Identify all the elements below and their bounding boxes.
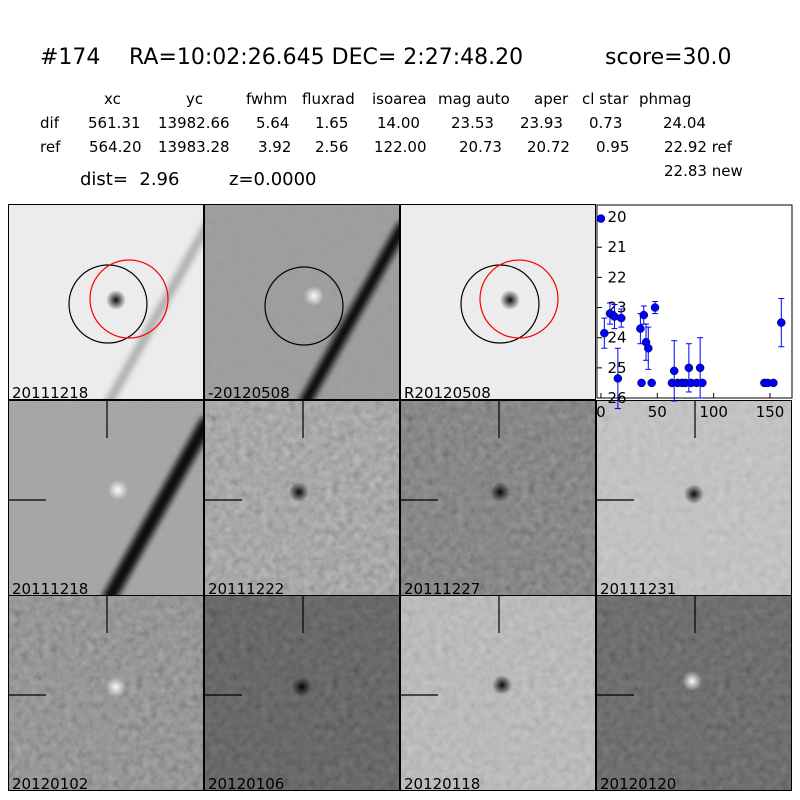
y-tick-label: 24	[607, 329, 626, 347]
table-cell: 561.31	[88, 114, 141, 132]
data-point	[596, 214, 606, 223]
image-panel: R20120508	[400, 204, 596, 402]
y-tick-label: 20	[607, 208, 626, 226]
column-header: aper	[534, 90, 569, 108]
column-header: cl star	[582, 90, 629, 108]
column-header: xc	[104, 90, 121, 108]
panel-label: -20120508	[208, 384, 290, 402]
coordinates: RA=10:02:26.645 DEC= 2:27:48.20	[129, 45, 523, 70]
data-point	[650, 303, 660, 312]
panel-label: 20111218	[12, 580, 88, 598]
data-point	[698, 378, 707, 388]
image-panel: 20111222	[204, 400, 400, 598]
column-header: fwhm	[246, 90, 287, 108]
table-cell: 0.95	[596, 138, 629, 156]
y-tick-label: 25	[607, 359, 626, 377]
image-panels: 20111218 -20120508 R20120508 20111218 201112…	[8, 204, 792, 793]
x-tick-label: 50	[648, 403, 667, 421]
panel-label: 20120102	[12, 775, 88, 793]
panel-label: 20120106	[208, 775, 284, 793]
y-tick-label: 26	[607, 389, 626, 407]
data-point	[669, 366, 679, 376]
panel-label: 20111227	[404, 580, 480, 598]
image-panel: 20120120	[596, 595, 792, 793]
image-panel: 20111218	[8, 400, 204, 598]
data-point	[613, 374, 623, 383]
row-label: ref	[40, 138, 61, 156]
data-point	[616, 313, 626, 323]
table-note: 22.83 new	[664, 162, 743, 180]
measurements-table: xc yc fwhm fluxrad isoarea mag auto aper cl sta…	[40, 90, 743, 180]
y-tick-label: 22	[607, 268, 626, 286]
x-tick-label: 150	[756, 403, 785, 421]
data-point	[695, 363, 705, 373]
x-tick-label: 100	[699, 403, 728, 421]
image-panel: 20111231	[596, 400, 792, 598]
table-cell: 5.64	[256, 114, 289, 132]
plot-area	[596, 204, 793, 399]
image-panel: 20120106	[204, 595, 400, 793]
column-header: yc	[186, 90, 203, 108]
distance: dist= 2.96	[80, 169, 179, 190]
image-panel: 20111218	[8, 204, 204, 402]
row-label: dif	[40, 114, 60, 132]
data-point	[637, 378, 646, 388]
table-cell: 14.00	[377, 114, 420, 132]
column-header: mag auto	[438, 90, 510, 108]
column-header: phmag	[639, 90, 691, 108]
data-point	[777, 318, 786, 327]
column-header: isoarea	[372, 90, 427, 108]
panel-label: 20111231	[600, 580, 676, 598]
panel-label: 20120120	[600, 775, 676, 793]
image-panel: 20111227	[400, 400, 596, 598]
table-cell: 13982.66	[158, 114, 230, 132]
data-point	[636, 324, 645, 333]
table-cell: 0.73	[589, 114, 622, 132]
table-cell: 20.73	[459, 138, 502, 156]
panel-label: 20111222	[208, 580, 284, 598]
table-cell: 1.65	[315, 114, 348, 132]
panel-label: 20111218	[12, 384, 88, 402]
data-point	[684, 363, 694, 373]
panel-label: 20120118	[404, 775, 480, 793]
x-tick-label: 0	[596, 403, 606, 421]
panel-label: R20120508	[404, 384, 491, 402]
image-panel: 20120102	[8, 595, 204, 793]
table-cell: 22.92 ref	[664, 138, 733, 156]
data-point	[769, 378, 778, 388]
table-cell: 23.93	[520, 114, 563, 132]
table-cell: 564.20	[89, 138, 142, 156]
candidate-id: #174	[40, 45, 100, 70]
table-cell: 13983.28	[158, 138, 230, 156]
data-point	[647, 378, 656, 388]
y-tick-label: 21	[607, 238, 626, 256]
data-point	[639, 310, 649, 320]
data-point	[644, 343, 653, 353]
table-cell: 3.92	[258, 138, 291, 156]
table-cell: 122.00	[374, 138, 427, 156]
table-cell: 20.72	[527, 138, 570, 156]
column-header: fluxrad	[302, 90, 355, 108]
table-cell: 24.04	[663, 114, 706, 132]
data-point	[600, 328, 609, 338]
header: #174 RA=10:02:26.645 DEC= 2:27:48.20 sco…	[40, 45, 732, 190]
score: score=30.0	[605, 45, 732, 70]
image-panel: -20120508	[204, 204, 400, 402]
table-cell: 23.53	[451, 114, 494, 132]
table-cell: 2.56	[315, 138, 348, 156]
redshift: z=0.0000	[229, 169, 317, 190]
image-panel: 20120118	[400, 595, 596, 793]
